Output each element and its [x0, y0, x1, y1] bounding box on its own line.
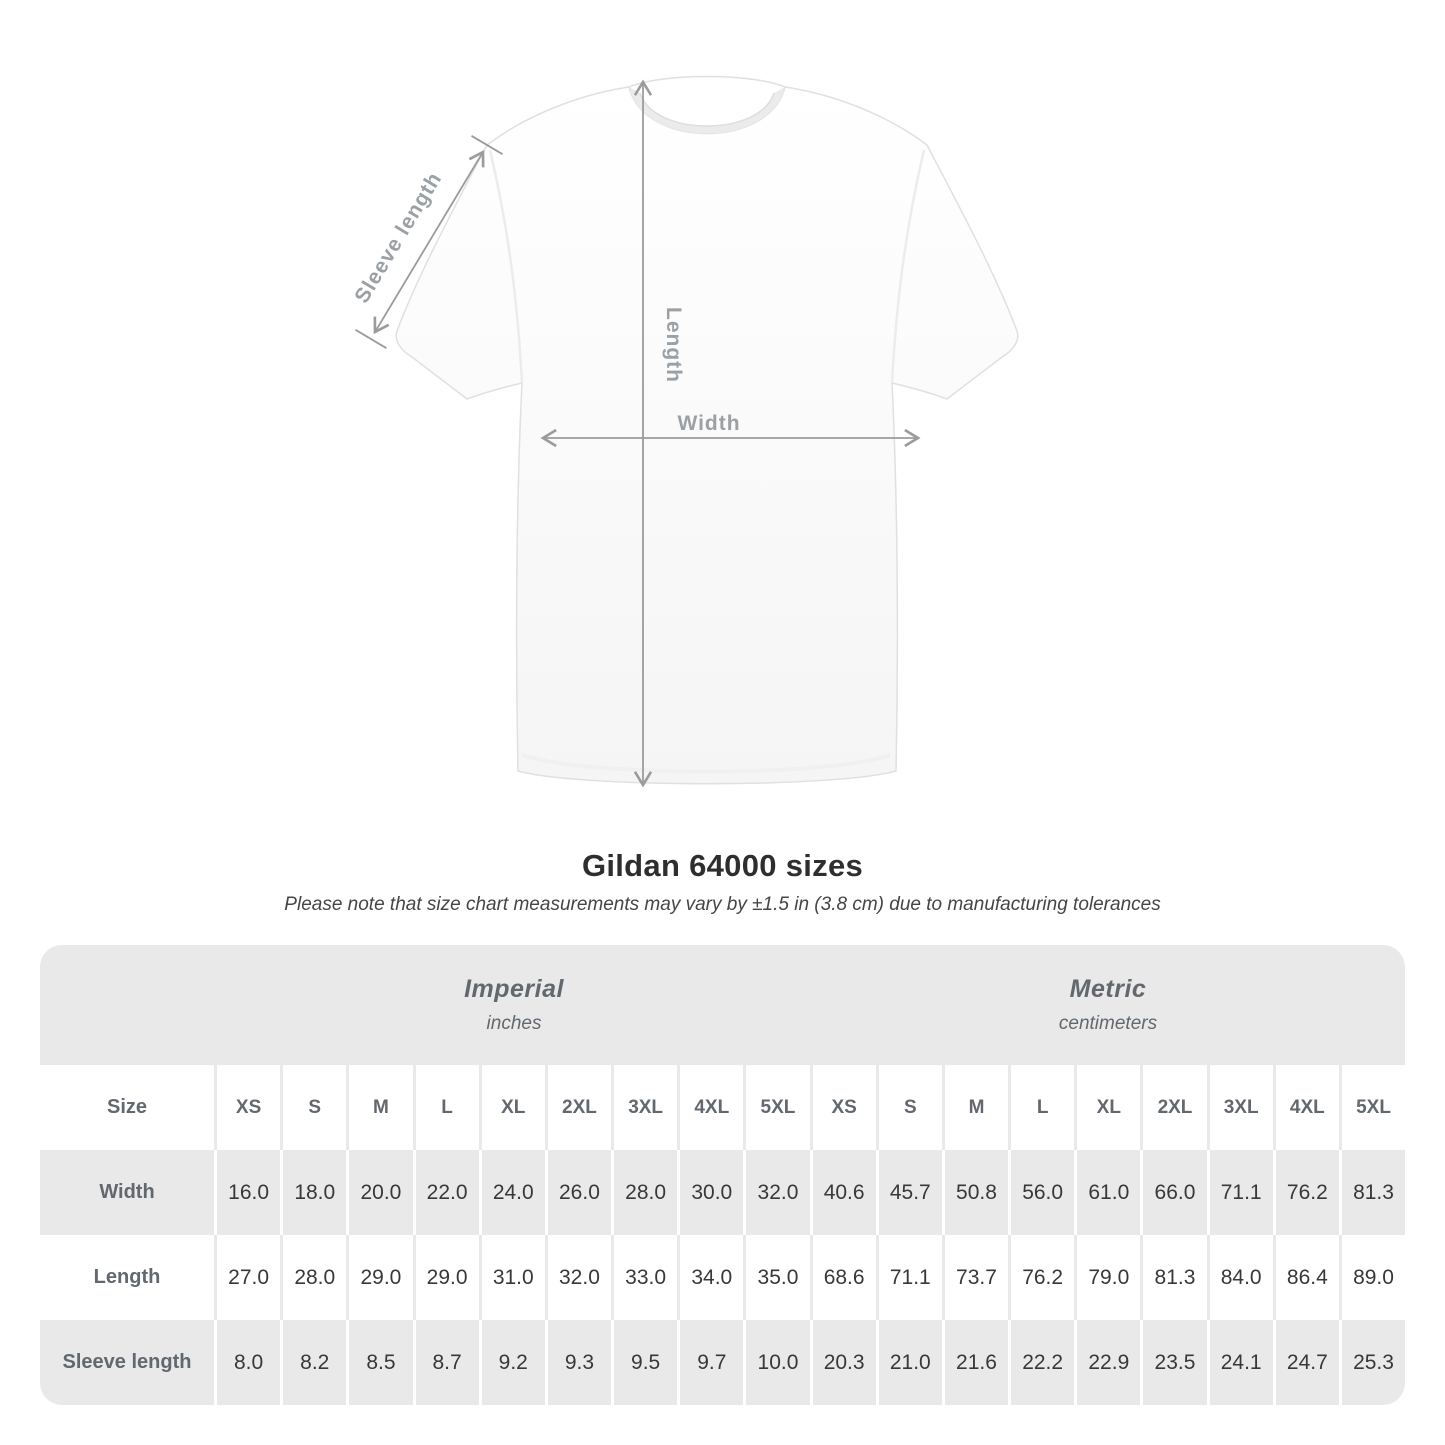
size-column-header: XL	[1074, 1065, 1140, 1150]
imperial-group-name: Imperial	[464, 975, 564, 1003]
size-column-header: 3XL	[1206, 1065, 1273, 1150]
measurement-value-cell: 21.0	[875, 1320, 942, 1405]
unit-group-header-row: Imperial inches Metric centimeters	[40, 945, 1405, 1065]
measurement-value-cell: 20.3	[809, 1320, 876, 1405]
measurement-value-cell: 40.6	[809, 1150, 876, 1235]
sleeve-arrow-tick-bottom	[355, 329, 387, 349]
width-label: Width	[677, 412, 740, 435]
measurement-value-cell: 81.3	[1140, 1235, 1206, 1320]
measurement-value-cell: 30.0	[677, 1150, 743, 1235]
measurement-value-cell: 25.3	[1338, 1320, 1405, 1405]
tshirt-diagram-svg: Sleeve length Length Width	[350, 75, 1019, 788]
size-column-header: M	[941, 1065, 1008, 1150]
size-table: Imperial inches Metric centimeters Size …	[40, 945, 1405, 1405]
measurement-value-cell: 50.8	[941, 1150, 1008, 1235]
size-column-header: 4XL	[677, 1065, 743, 1150]
measurement-value-cell: 20.0	[346, 1150, 412, 1235]
measurement-value-cell: 29.0	[346, 1235, 412, 1320]
measurement-value-cell: 23.5	[1140, 1320, 1206, 1405]
measurement-value-cell: 32.0	[544, 1235, 611, 1320]
measurement-value-cell: 73.7	[941, 1235, 1008, 1320]
measurement-value-cell: 31.0	[478, 1235, 545, 1320]
measurement-value-cell: 18.0	[280, 1150, 346, 1235]
sleeve-arrow-tick-top	[471, 135, 503, 155]
measurement-value-cell: 34.0	[677, 1235, 743, 1320]
measurement-value-cell: 71.1	[1206, 1150, 1273, 1235]
table-row: Length 27.0 28.0 29.0 29.0 31.0 32.0 33.0 34.0 35…	[40, 1235, 1405, 1320]
measurement-value-cell: 22.9	[1074, 1320, 1140, 1405]
measurement-value-cell: 9.5	[611, 1320, 677, 1405]
row-label: Length	[93, 1266, 161, 1288]
measurement-value-cell: 21.6	[941, 1320, 1008, 1405]
measurement-value-cell: 29.0	[412, 1235, 479, 1320]
table-row: Width 16.0 18.0 20.0 22.0 24.0 26.0 28.0 30.0 32.…	[40, 1150, 1405, 1235]
measurement-value-cell: 16.0	[214, 1150, 280, 1235]
measurement-value-cell: 24.1	[1206, 1320, 1273, 1405]
tolerance-note: Please note that size chart measurements…	[284, 894, 1161, 915]
measurement-value-cell: 76.2	[1272, 1150, 1339, 1235]
measurement-value-cell: 32.0	[743, 1150, 809, 1235]
measurement-value-cell: 8.5	[346, 1320, 412, 1405]
size-column-header: S	[875, 1065, 942, 1150]
size-column-header: 5XL	[743, 1065, 809, 1150]
measurement-value-cell: 35.0	[743, 1235, 809, 1320]
measurement-value-cell: 84.0	[1206, 1235, 1273, 1320]
imperial-group-unit: inches	[486, 1013, 542, 1034]
header-spacer	[40, 945, 217, 1065]
measurement-value-cell: 8.7	[412, 1320, 479, 1405]
size-header-row: Size XS S M L XL 2XL 3XL 4XL 5XL XS S M L XL 2XL 3XL 4XL…	[40, 1065, 1405, 1150]
measurement-value-cell: 33.0	[611, 1235, 677, 1320]
size-column-header: 2XL	[1140, 1065, 1206, 1150]
size-column-header: L	[1008, 1065, 1074, 1150]
tshirt-diagram: Sleeve length Length Width	[340, 55, 1060, 815]
row-label: Width	[99, 1181, 155, 1203]
metric-group-header: Metric centimeters	[811, 945, 1405, 1065]
size-column-header: S	[280, 1065, 346, 1150]
measurement-value-cell: 26.0	[544, 1150, 611, 1235]
measurement-value-cell: 9.2	[478, 1320, 545, 1405]
measurement-value-cell: 22.0	[412, 1150, 479, 1235]
measurement-value-cell: 89.0	[1338, 1235, 1405, 1320]
measurement-value-cell: 79.0	[1074, 1235, 1140, 1320]
measurement-value-cell: 61.0	[1074, 1150, 1140, 1235]
length-label: Length	[662, 307, 685, 383]
measurement-value-cell: 71.1	[875, 1235, 942, 1320]
measurement-value-cell: 56.0	[1008, 1150, 1074, 1235]
size-column-header: XS	[809, 1065, 876, 1150]
metric-group-unit: centimeters	[1058, 1013, 1158, 1034]
measurement-value-cell: 9.7	[677, 1320, 743, 1405]
measurement-value-cell: 45.7	[875, 1150, 942, 1235]
measurement-value-cell: 81.3	[1338, 1150, 1405, 1235]
table-row: Sleeve length 8.0 8.2 8.5 8.7 9.2 9.3 9.5 9.7 10.…	[40, 1320, 1405, 1405]
measurement-value-cell: 24.0	[478, 1150, 545, 1235]
size-column-header: XL	[478, 1065, 545, 1150]
page-title: Gildan 64000 sizes	[581, 848, 864, 883]
size-column-header: 3XL	[611, 1065, 677, 1150]
imperial-group-header: Imperial inches	[217, 945, 811, 1065]
sleeve-length-arrow	[373, 149, 485, 335]
size-column-header: XS	[214, 1065, 280, 1150]
measurement-value-cell: 9.3	[544, 1320, 611, 1405]
measurement-value-cell: 24.7	[1272, 1320, 1339, 1405]
row-label: Sleeve length	[62, 1351, 192, 1373]
size-column-header: 4XL	[1272, 1065, 1339, 1150]
measurement-value-cell: 86.4	[1272, 1235, 1339, 1320]
size-column-header: 5XL	[1338, 1065, 1405, 1150]
measurement-value-cell: 68.6	[809, 1235, 876, 1320]
measurement-value-cell: 66.0	[1140, 1150, 1206, 1235]
size-header-label: Size	[106, 1096, 148, 1118]
metric-group-name: Metric	[1069, 975, 1147, 1003]
measurement-value-cell: 28.0	[280, 1235, 346, 1320]
measurement-value-cell: 8.0	[214, 1320, 280, 1405]
size-column-header: 2XL	[544, 1065, 611, 1150]
measurement-value-cell: 28.0	[611, 1150, 677, 1235]
measurement-value-cell: 27.0	[214, 1235, 280, 1320]
measurement-value-cell: 22.2	[1008, 1320, 1074, 1405]
measurement-value-cell: 10.0	[743, 1320, 809, 1405]
size-column-header: M	[346, 1065, 412, 1150]
measurement-value-cell: 76.2	[1008, 1235, 1074, 1320]
size-column-header: L	[412, 1065, 479, 1150]
measurement-value-cell: 8.2	[280, 1320, 346, 1405]
